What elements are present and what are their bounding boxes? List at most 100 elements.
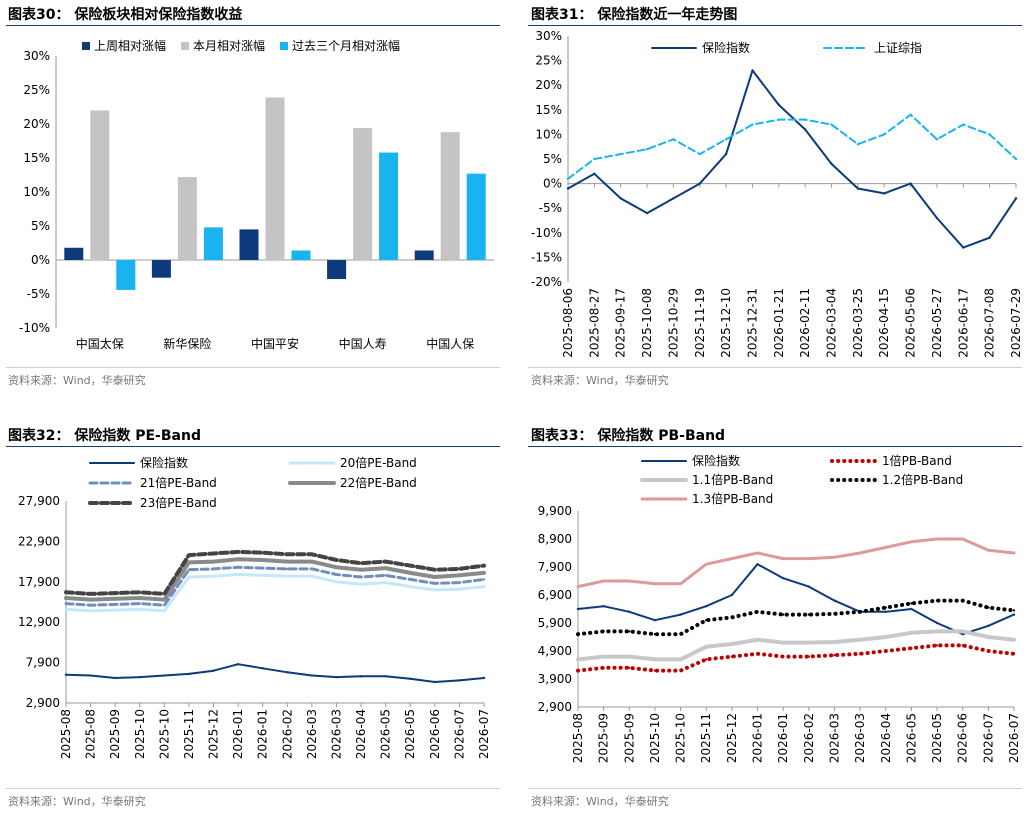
data-point [987,635,990,639]
data-point [698,182,701,185]
data-point [858,652,862,655]
data-point [187,553,191,557]
bar [90,110,110,261]
x-tick-label: 2026-01 [776,713,790,763]
x-tick-label: 2025-11 [699,713,713,763]
footer-rule [6,788,500,789]
data-point [89,674,92,677]
series-line [576,537,1016,589]
y-tick-label: -10% [531,226,562,240]
y-tick-label: 6,900 [538,588,572,602]
x-tick-label: 2026-01 [231,709,245,759]
data-point [698,152,701,156]
data-point [884,649,887,653]
data-point [628,630,631,633]
data-point [138,591,141,594]
x-tick-label: 2026-07 [477,709,491,759]
data-point [961,630,964,633]
y-tick-label: 7,900 [538,560,572,574]
legend-label: 20倍PE-Band [340,455,417,470]
x-tick-label: 中国平安 [251,336,299,351]
bar [203,227,223,260]
data-point [807,641,811,644]
data-point [261,566,264,570]
data-point [310,553,314,556]
series-line [567,69,1017,249]
legend-label: 保险指数 [692,453,740,468]
x-tick-label: 2026-04 [879,713,893,763]
x-tick-label: 2026-07 [981,713,995,763]
data-point [807,613,811,616]
data-point [679,633,682,636]
data-point [653,658,657,661]
data-point [705,658,708,661]
data-point [756,638,759,641]
legend-label: 本月相对涨幅 [193,38,265,53]
data-point [359,575,363,579]
x-tick-label: 2026-03 [305,709,319,759]
pb-band-chart: 2,900 3,900 4,900 5,900 6,900 7,900 8,900 9,900… [538,453,1021,763]
data-point [803,118,807,121]
x-tick-label: 中国人寿 [339,336,387,351]
x-tick-label: 2026-01-21 [772,288,786,358]
x-tick-label: 2025-11-19 [693,288,707,358]
data-point [988,133,991,136]
x-tick-label: 2026-05-27 [930,288,944,358]
y-tick-label: 5% [543,152,562,166]
data-point [236,663,240,666]
data-point [482,585,486,588]
data-point [653,633,657,636]
source-note: 资料来源：Wind，华泰研究 [8,795,146,808]
data-point [384,581,387,584]
data-point [212,669,215,672]
y-tick-label: 30% [23,49,50,63]
series-line [64,573,486,613]
data-point [566,187,570,190]
data-point [910,631,913,634]
data-point [458,581,461,584]
legend-label: 过去三个月相对涨幅 [292,38,400,53]
data-point [286,671,289,674]
data-point [628,655,631,658]
series-line [567,113,1017,180]
bar-chart: -10% -5% 0% 5% 10% 15% 20% 25% 30% 中国太保 新华保险 中国平安 中国… [19,38,494,351]
data-point [187,568,191,571]
data-point [482,578,486,581]
data-point [910,647,913,650]
data-point [236,550,240,554]
bar [177,177,197,260]
data-point [730,642,734,646]
data-point [602,579,605,583]
y-tick-label: 10% [535,127,562,141]
data-point [163,592,166,596]
data-point [833,599,836,602]
data-point [781,557,785,560]
data-point [384,566,387,570]
data-point [433,568,437,571]
data-point [482,564,486,567]
x-tick-label: 2025-12 [725,713,739,763]
y-tick-label: 4,900 [538,644,572,658]
data-point [987,606,990,609]
series-line [65,663,485,683]
x-tick-label: 2026-03-04 [825,288,839,358]
data-point [781,655,785,658]
data-point [987,549,990,552]
data-point [833,556,836,559]
data-point [961,537,964,541]
y-tick-label: 20% [535,78,562,92]
data-point [910,540,913,543]
data-point [807,655,811,658]
data-point [482,676,486,680]
data-point [751,69,754,72]
data-point [730,557,734,560]
bar [466,173,486,260]
data-point [576,669,580,672]
data-point [286,574,289,578]
data-point [935,138,939,141]
data-point [212,567,215,571]
data-point [433,575,437,579]
data-point [384,574,387,577]
data-point [803,128,807,131]
bar [440,132,460,260]
